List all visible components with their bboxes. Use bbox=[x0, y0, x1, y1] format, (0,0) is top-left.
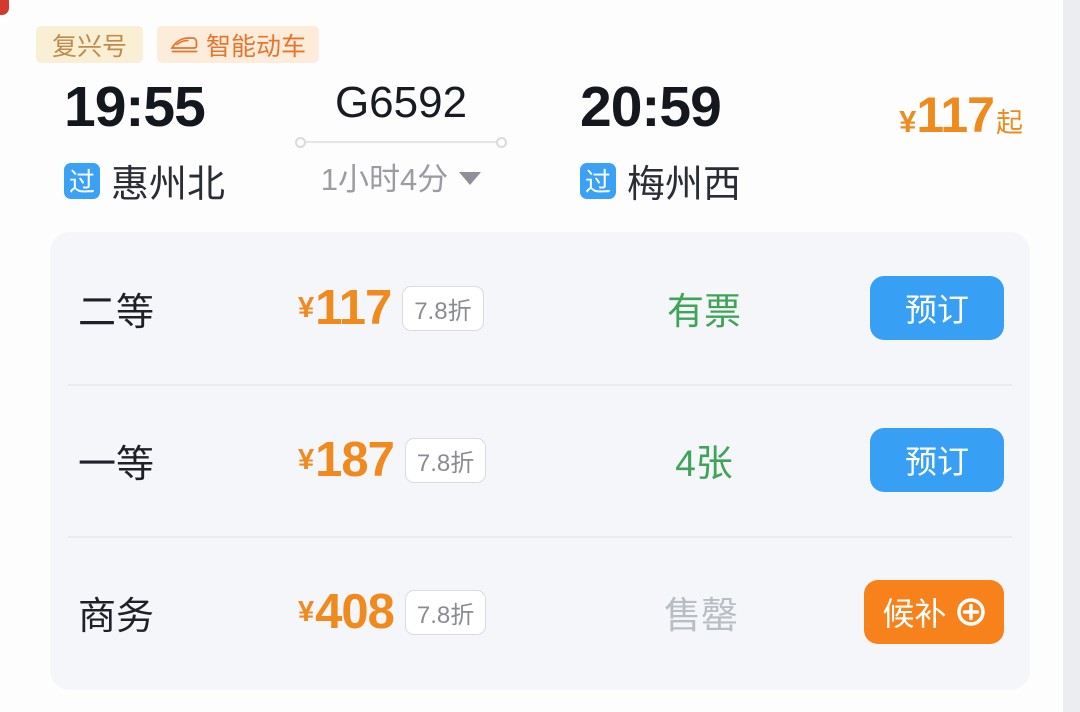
waitlist-button[interactable]: 候补 bbox=[864, 580, 1004, 644]
availability-status: 有票 bbox=[667, 291, 741, 332]
lowest-price: ¥ 117 起 bbox=[899, 86, 1023, 144]
seat-price-group: ¥ 408 7.8折 bbox=[298, 584, 538, 640]
screen-corner-artifact bbox=[0, 0, 9, 15]
train-icon bbox=[170, 34, 199, 55]
pass-through-badge: 过 bbox=[580, 162, 616, 199]
seat-class-card: 二等 ¥ 117 7.8折 有票 预订 一等 ¥ 187 7.8折 4张 预订 … bbox=[50, 232, 1030, 690]
price-amount: 187 bbox=[315, 433, 395, 487]
discount-badge: 7.8折 bbox=[404, 437, 487, 483]
discount-badge: 7.8折 bbox=[402, 285, 484, 331]
arrival-time: 20:59 bbox=[580, 75, 722, 139]
journey-header: 19:55 过 惠州北 G6592 1小时4分 20:59 过 梅州西 ¥ 11… bbox=[0, 74, 1080, 230]
book-button[interactable]: 预订 bbox=[870, 276, 1004, 340]
train-number: G6592 bbox=[334, 78, 468, 127]
train-info-block: G6592 1小时4分 bbox=[294, 78, 508, 199]
seat-row-business-class: 商务 ¥ 408 7.8折 售罄 候补 bbox=[50, 536, 1030, 688]
seat-row-second-class: 二等 ¥ 117 7.8折 有票 预订 bbox=[50, 232, 1030, 384]
discount-badge: 7.8折 bbox=[404, 589, 487, 635]
lowest-price-currency: ¥ bbox=[899, 104, 917, 139]
price-amount: 408 bbox=[315, 585, 395, 639]
departure-station: 惠州北 bbox=[111, 164, 226, 206]
seat-class-name: 一等 bbox=[78, 443, 155, 486]
plus-circle-icon bbox=[956, 597, 986, 627]
price-currency: ¥ bbox=[298, 595, 315, 628]
tag-fuxinghao-label: 复兴号 bbox=[52, 32, 128, 61]
seat-class-name: 二等 bbox=[78, 291, 155, 334]
lowest-price-amount: 117 bbox=[916, 87, 995, 143]
departure-block: 19:55 过 惠州北 bbox=[64, 74, 225, 208]
screen-edge-strip bbox=[1063, 0, 1080, 712]
seat-price-group: ¥ 187 7.8折 bbox=[298, 432, 538, 488]
seat-class-name: 商务 bbox=[78, 595, 155, 638]
price-amount: 117 bbox=[315, 281, 392, 335]
duration-toggle[interactable]: 1小时4分 bbox=[320, 154, 482, 199]
departure-time: 19:55 bbox=[64, 75, 206, 139]
arrival-station: 梅州西 bbox=[627, 164, 742, 206]
seat-row-first-class: 一等 ¥ 187 7.8折 4张 预订 bbox=[50, 384, 1030, 536]
chevron-down-icon bbox=[459, 171, 482, 185]
availability-status: 售罄 bbox=[664, 595, 738, 636]
train-feature-tags: 复兴号 智能动车 bbox=[36, 26, 320, 63]
departure-station-row: 过 惠州北 bbox=[64, 153, 225, 208]
arrival-station-row: 过 梅州西 bbox=[580, 153, 741, 208]
pass-through-badge: 过 bbox=[64, 162, 100, 199]
tag-smart-emu: 智能动车 bbox=[157, 26, 320, 63]
tag-fuxinghao: 复兴号 bbox=[36, 26, 144, 63]
tag-smart-emu-label: 智能动车 bbox=[206, 32, 307, 61]
price-currency: ¥ bbox=[298, 291, 315, 324]
route-line bbox=[295, 137, 507, 148]
availability-status: 4张 bbox=[675, 443, 733, 484]
waitlist-button-label: 候补 bbox=[882, 596, 947, 632]
price-currency: ¥ bbox=[298, 443, 315, 476]
book-button[interactable]: 预订 bbox=[870, 428, 1004, 492]
seat-price-group: ¥ 117 7.8折 bbox=[298, 280, 538, 336]
arrival-block: 20:59 过 梅州西 bbox=[580, 74, 741, 208]
duration-label: 1小时4分 bbox=[320, 162, 449, 197]
lowest-price-suffix: 起 bbox=[996, 108, 1023, 138]
